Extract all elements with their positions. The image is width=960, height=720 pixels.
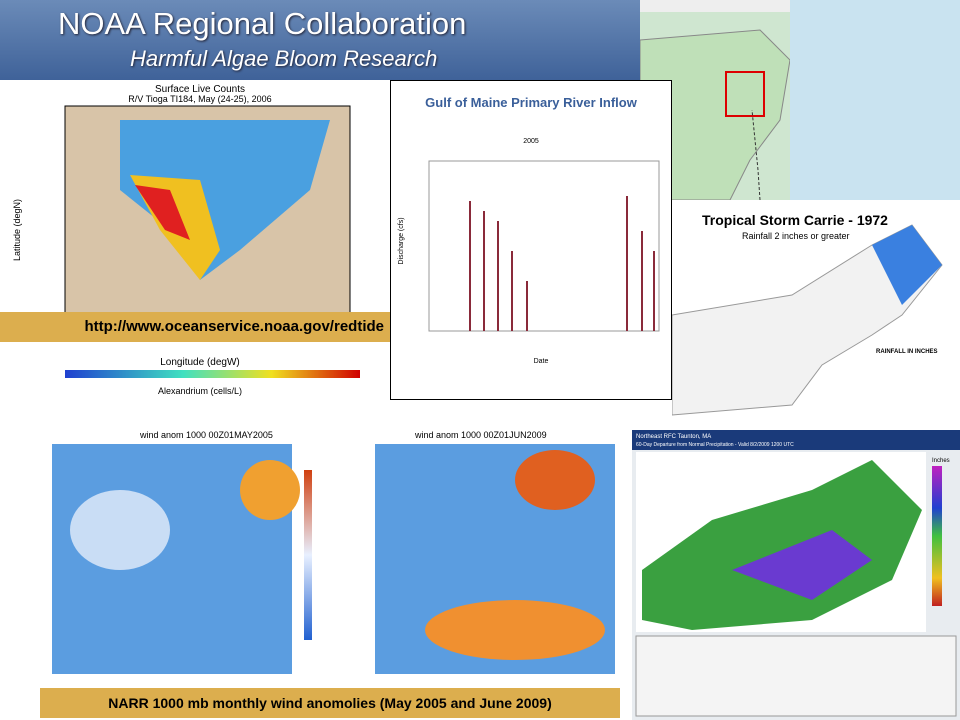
- algae-legend-label: Alexandrium (cells/L): [158, 386, 242, 396]
- storm-art: Tropical Storm Carrie - 1972 Rainfall 2 …: [672, 212, 943, 416]
- caption: NARR 1000 mb monthly wind anomolies (May…: [40, 688, 620, 718]
- wind-left-title: wind anom 1000 00Z01MAY2005: [139, 430, 273, 440]
- track-map: [640, 0, 960, 200]
- algae-subtitle: R/V Tioga TI184, May (24-25), 2006: [128, 94, 271, 104]
- algae-art: Surface Live Counts R/V Tioga TI184, May…: [12, 84, 360, 396]
- rfc-title: Northeast RFC Taunton, MA: [636, 434, 711, 440]
- river-title: Gulf of Maine Primary River Inflow: [425, 95, 638, 110]
- rfc-panel: Northeast RFC Taunton, MA 60-Day Departu…: [632, 430, 960, 720]
- rfc-art: Northeast RFC Taunton, MA 60-Day Departu…: [632, 430, 960, 717]
- algae-title: Surface Live Counts: [155, 84, 245, 95]
- subtitle: Harmful Algae Bloom Research: [130, 46, 438, 71]
- wind-left-art: wind anom 1000 00Z01MAY2005: [52, 430, 312, 674]
- river-panel: Gulf of Maine Primary River Inflow 2005 …: [390, 80, 672, 400]
- storm-subtitle: Rainfall 2 inches or greater: [742, 231, 850, 241]
- river-art: Gulf of Maine Primary River Inflow 2005 …: [398, 95, 660, 365]
- rfc-subtitle: 60-Day Departure from Normal Precipitati…: [636, 442, 794, 448]
- river-y-label: Discharge (cfs): [398, 217, 405, 264]
- title: NOAA Regional Collaboration: [58, 6, 467, 41]
- wind-left-panel: wind anom 1000 00Z01MAY2005: [40, 430, 325, 682]
- river-x-label: Date: [534, 358, 549, 365]
- storm-title: Tropical Storm Carrie - 1972: [702, 212, 888, 228]
- wind-right-art: wind anom 1000 00Z01JUN2009: [375, 430, 615, 674]
- river-year: 2005: [523, 138, 539, 145]
- rfc-legend-label: Inches: [932, 458, 950, 464]
- url-label: http://www.oceanservice.noaa.gov/redtide: [0, 312, 390, 342]
- wind-right-panel: wind anom 1000 00Z01JUN2009: [345, 430, 635, 682]
- algae-y-label: Latitude (degN): [12, 199, 22, 261]
- wind-right-title: wind anom 1000 00Z01JUN2009: [414, 430, 547, 440]
- algae-x-label: Longitude (degW): [160, 357, 240, 368]
- title-band: [0, 0, 640, 80]
- track-map-art: [640, 0, 960, 200]
- storm-panel: Tropical Storm Carrie - 1972 Rainfall 2 …: [672, 205, 960, 425]
- storm-legend-label: RAINFALL IN INCHES: [876, 349, 938, 355]
- algae-panel: Surface Live Counts R/V Tioga TI184, May…: [0, 80, 390, 402]
